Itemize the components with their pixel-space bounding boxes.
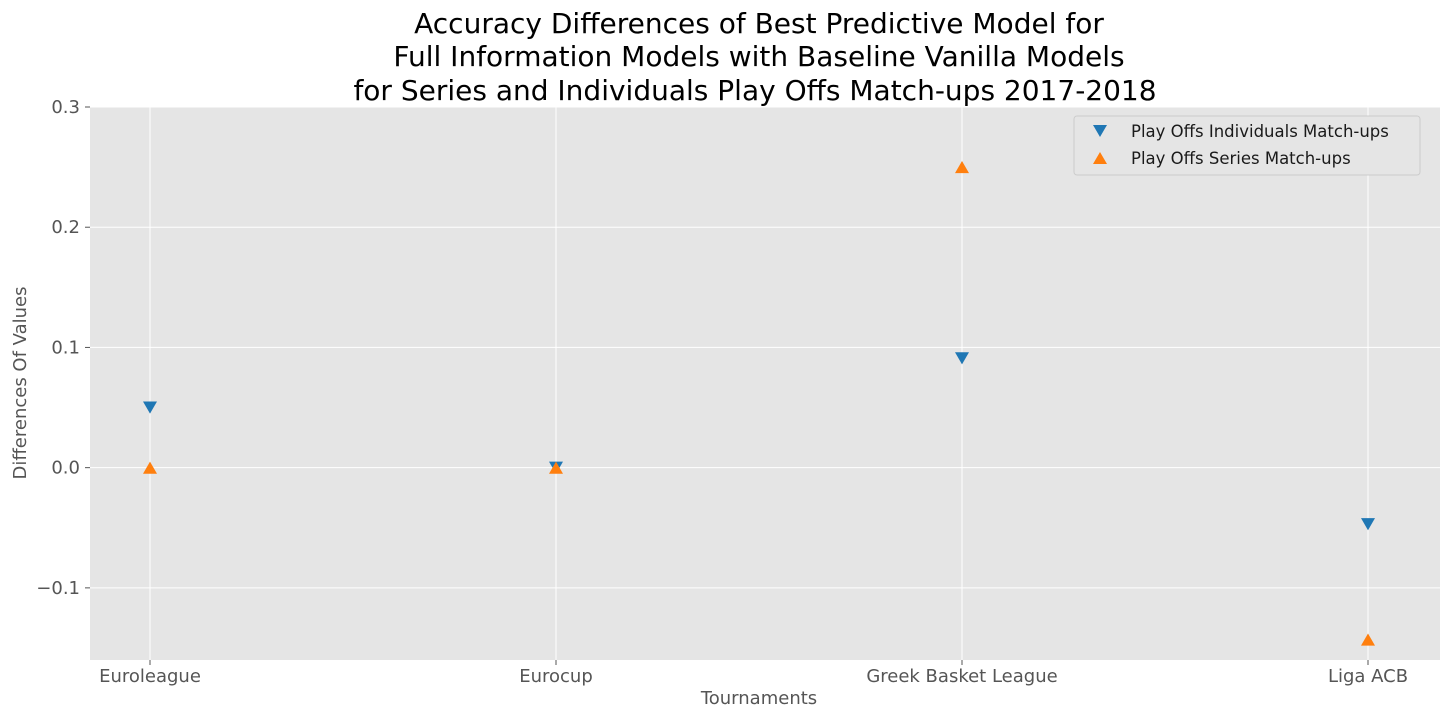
x-tick-label: Liga ACB (1328, 666, 1408, 687)
legend: Play Offs Individuals Match-ups Play Offs… (1073, 115, 1421, 176)
data-point-individuals (955, 352, 969, 365)
data-point-series (143, 461, 157, 474)
y-tick-label: 0.0 (51, 458, 80, 479)
data-point-series (1361, 633, 1375, 646)
chart-title: Accuracy Differences of Best Predictive … (353, 7, 1156, 107)
data-point-series (549, 461, 563, 474)
y-tick-label: 0.2 (51, 217, 80, 238)
y-tick-label: −0.1 (36, 578, 80, 599)
data-point-series (955, 161, 969, 174)
legend-marker (1093, 151, 1107, 165)
x-axis-label: Tournaments (700, 688, 817, 709)
data-point-individuals (1361, 518, 1375, 531)
x-tick-label: Euroleague (99, 666, 201, 687)
x-tick-label: Eurocup (519, 666, 593, 687)
legend-box (1073, 115, 1421, 176)
y-axis-label: Differences Of Values (10, 287, 31, 480)
legend-marker (1093, 124, 1107, 138)
plot-area (90, 107, 1440, 660)
x-tick-label: Greek Basket League (866, 666, 1057, 687)
legend-items: Play Offs Individuals Match-ups Play Offs… (1093, 122, 1389, 168)
y-tick-label: 0.3 (51, 97, 80, 118)
title-line-3: for Series and Individuals Play Offs Mat… (353, 74, 1156, 107)
y-tick-label: 0.1 (51, 337, 80, 358)
data-markers (143, 161, 1375, 646)
legend-label: Play Offs Series Match-ups (1131, 149, 1351, 168)
x-axis-ticks: Euroleague Eurocup Greek Basket League Liga… (99, 660, 1408, 687)
gridlines (90, 106, 1440, 660)
legend-label: Play Offs Individuals Match-ups (1131, 122, 1389, 141)
title-line-2: Full Information Models with Baseline Va… (393, 40, 1124, 73)
title-line-1: Accuracy Differences of Best Predictive … (414, 7, 1104, 40)
y-axis-ticks: −0.1 0.0 0.1 0.2 0.3 (36, 97, 90, 599)
data-point-individuals (143, 401, 157, 414)
